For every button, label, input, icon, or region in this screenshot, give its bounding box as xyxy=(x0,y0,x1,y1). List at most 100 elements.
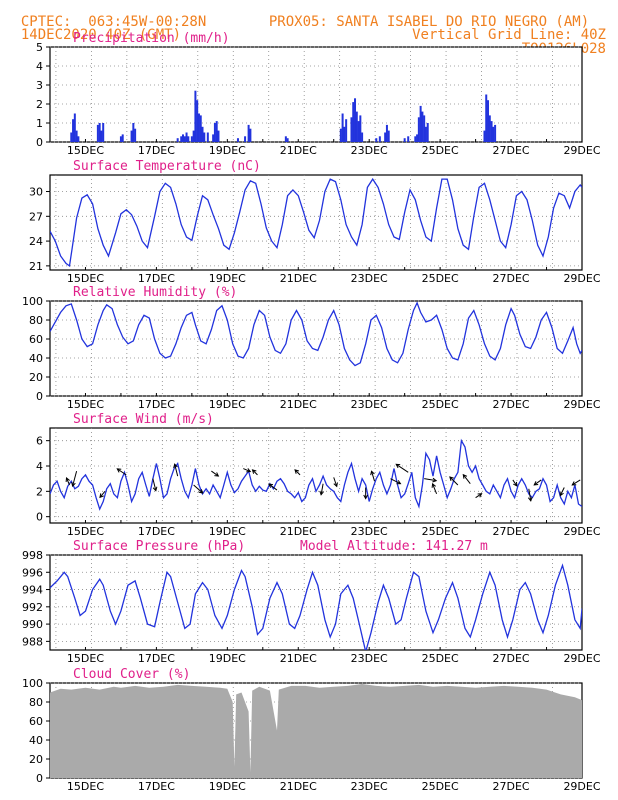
wind-arrow xyxy=(371,471,375,482)
wind-arrow-head xyxy=(214,472,220,477)
precip-bar xyxy=(490,121,493,142)
y-tick-label: 27 xyxy=(29,210,43,223)
panel-title: Surface Pressure (hPa) xyxy=(73,539,245,554)
y-tick-label: 996 xyxy=(22,566,43,579)
precip-bar xyxy=(339,128,342,142)
precip-bar xyxy=(77,136,80,142)
precip-bar xyxy=(185,132,188,142)
wind-arrow xyxy=(152,478,157,491)
y-tick-label: 2 xyxy=(36,485,43,498)
x-date-label: 15DEC xyxy=(67,144,104,157)
y-tick-label: 2 xyxy=(36,98,43,111)
x-date-label: 19DEC xyxy=(209,780,246,793)
wind-arrow xyxy=(390,478,401,485)
precip-bar xyxy=(421,111,424,142)
wind-arrow-head xyxy=(462,473,468,479)
series-1 xyxy=(50,177,582,268)
y-tick-label: 4 xyxy=(36,460,43,473)
wind-arrow-head xyxy=(432,477,438,483)
wind-arrow-head xyxy=(559,491,564,497)
x-date-label: 17DEC xyxy=(138,525,175,538)
series-2 xyxy=(50,301,582,367)
precip-bar xyxy=(187,136,190,142)
precip-bar xyxy=(494,124,497,142)
panel-frame xyxy=(49,554,583,651)
y-tick-label: 100 xyxy=(22,295,43,308)
precip-bar xyxy=(244,136,247,142)
wind-arrow-head xyxy=(571,481,577,486)
x-date-label: 19DEC xyxy=(209,144,246,157)
precip-bar xyxy=(354,98,357,142)
x-date-label: 23DEC xyxy=(351,780,388,793)
wind-arrow xyxy=(116,468,127,476)
x-date-label: 29DEC xyxy=(563,398,600,411)
panel-frame xyxy=(49,427,583,524)
precip-bar xyxy=(284,136,287,142)
y-tick-label: 20 xyxy=(29,753,43,766)
wind-arrow-head xyxy=(449,476,454,481)
x-date-label: 29DEC xyxy=(563,652,600,665)
y-tick-label: 20 xyxy=(29,371,43,384)
x-date-label: 27DEC xyxy=(493,144,530,157)
x-date-label: 27DEC xyxy=(493,652,530,665)
wind-arrow-head xyxy=(173,463,178,469)
wind-arrow xyxy=(193,484,203,494)
precip-bar xyxy=(183,136,186,142)
precip-bar xyxy=(199,115,202,142)
precip-bar xyxy=(249,128,252,142)
panel-frame xyxy=(49,300,583,397)
x-date-label: 25DEC xyxy=(422,398,459,411)
x-date-label: 19DEC xyxy=(209,652,246,665)
wind-arrow xyxy=(475,493,482,499)
wind-arrow xyxy=(174,464,179,477)
x-date-label: 25DEC xyxy=(422,780,459,793)
y-tick-label: 21 xyxy=(29,260,43,273)
wind-arrow xyxy=(571,479,581,486)
panel-0: 0 1 2 3 4 5 15DEC 17DEC 19DEC 21DEC 23DEC 25DEC 27DE… xyxy=(36,31,601,157)
panel-2: 0 20 40 60 80 100 15DEC 17DEC 19DEC 21DEC 23DEC 25D… xyxy=(22,285,601,411)
wind-arrow xyxy=(252,469,258,476)
precip-bar xyxy=(352,102,355,142)
wind-arrow xyxy=(99,491,106,498)
header-gridline: Vertical Grid Line: 40Z xyxy=(395,13,606,43)
wind-arrow-head xyxy=(71,482,76,488)
precip-bar xyxy=(403,138,406,142)
wind-arrow-head xyxy=(116,468,122,473)
precip-bar xyxy=(75,130,78,142)
wind-arrow-head xyxy=(533,481,539,486)
y-tick-label: 992 xyxy=(22,601,43,614)
x-date-label: 27DEC xyxy=(493,272,530,285)
panel-frame xyxy=(49,46,583,143)
precip-bar xyxy=(423,115,426,142)
precip-bar xyxy=(132,123,135,142)
header-station-name: PROX05: SANTA ISABEL DO RIO NEGRO (AM) xyxy=(268,14,590,30)
panel-title: Surface Wind (m/s) xyxy=(73,412,214,427)
precip-bar xyxy=(217,130,220,142)
wind-arrow-head xyxy=(319,490,324,496)
x-date-label: 23DEC xyxy=(351,652,388,665)
wind-arrow xyxy=(449,476,459,486)
precip-bar xyxy=(375,138,378,142)
wind-arrow xyxy=(512,479,518,487)
x-date-label: 15DEC xyxy=(67,525,104,538)
panel-title: Precipitation (mm/h) xyxy=(73,31,230,46)
y-tick-label: 60 xyxy=(29,715,43,728)
precip-bar xyxy=(206,132,209,142)
precip-bar xyxy=(359,115,362,142)
precip-bar xyxy=(343,126,346,142)
precip-bar xyxy=(341,113,344,142)
cloud-area xyxy=(50,684,582,778)
precip-bar xyxy=(203,132,206,142)
precip-bar xyxy=(190,136,193,142)
wind-arrow xyxy=(395,463,409,473)
precip-bar xyxy=(385,124,388,142)
y-tick-label: 40 xyxy=(29,734,43,747)
wind-arrow-head xyxy=(65,477,70,483)
x-date-label: 29DEC xyxy=(563,780,600,793)
y-tick-label: 3 xyxy=(36,79,43,92)
wind-arrow-head xyxy=(294,469,300,474)
wind-arrow-head xyxy=(246,468,252,473)
precip-bar xyxy=(414,136,417,142)
series-3 xyxy=(50,438,582,511)
wind-arrow xyxy=(462,474,471,485)
